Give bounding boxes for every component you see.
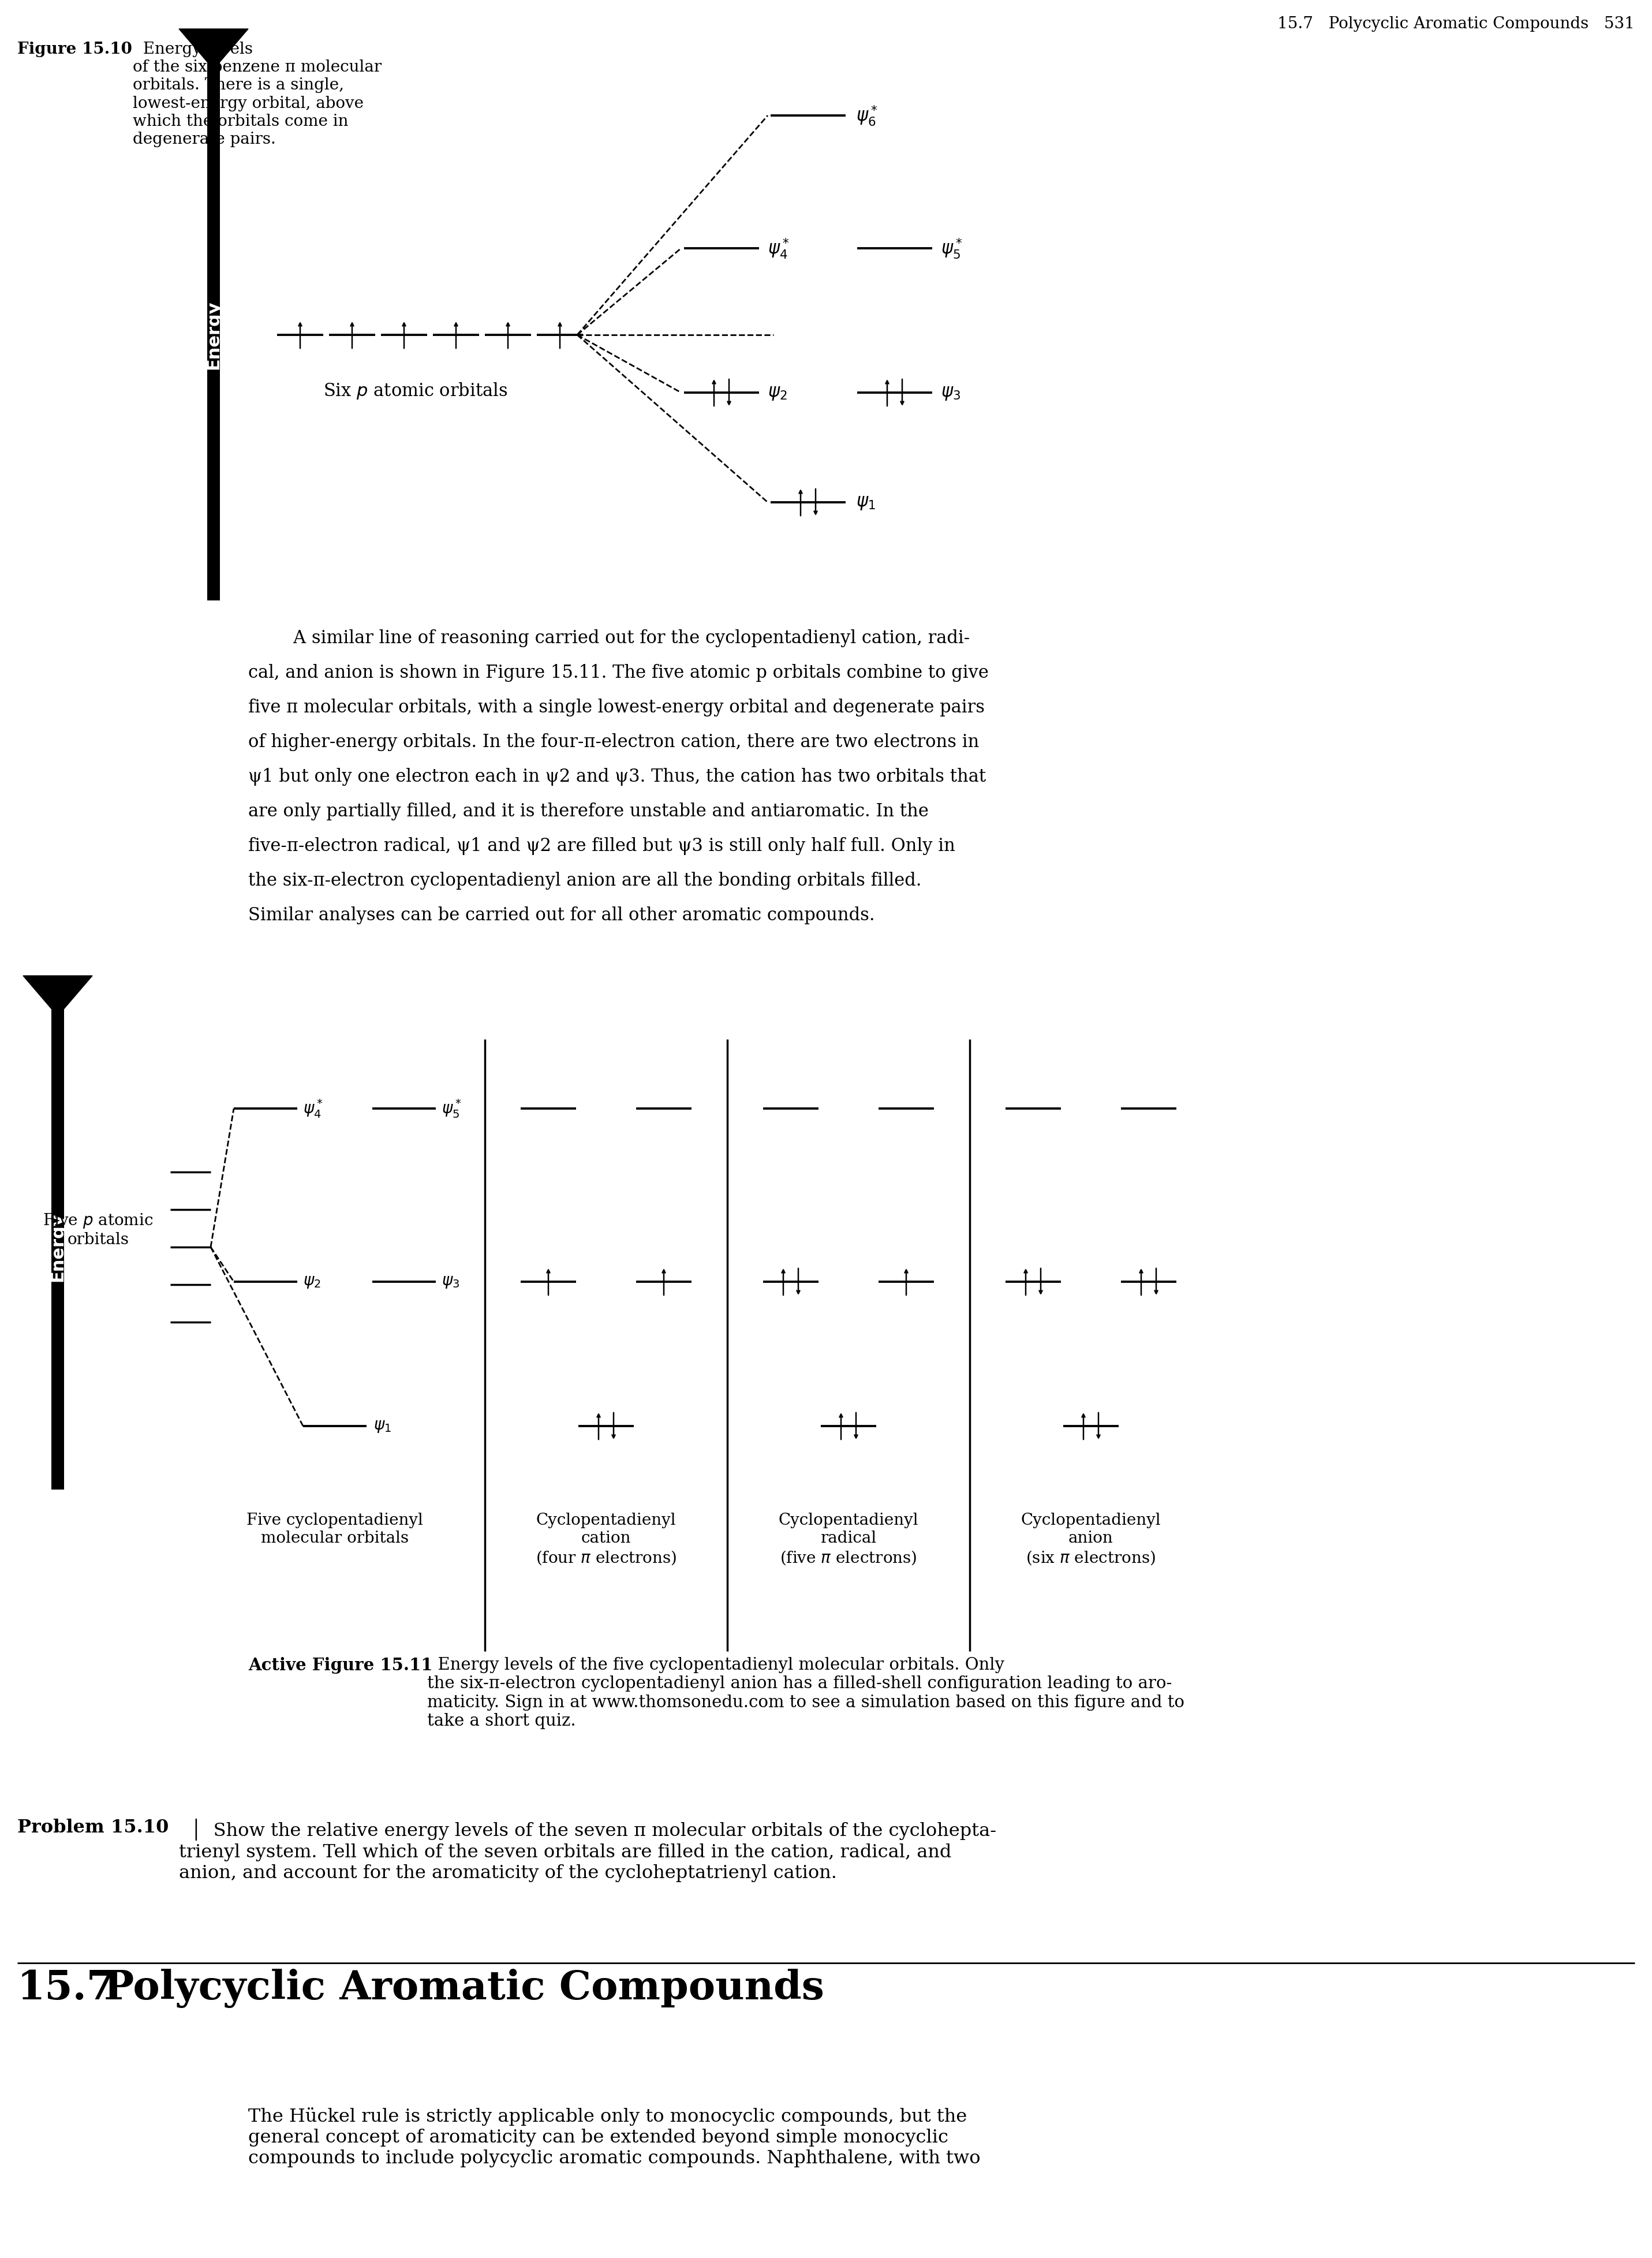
Polygon shape [178, 29, 248, 70]
Text: $\psi_5^*$: $\psi_5^*$ [942, 237, 963, 260]
Text: $\psi_6^*$: $\psi_6^*$ [856, 104, 877, 126]
Text: of higher-energy orbitals. In the four-π-electron cation, there are two electron: of higher-energy orbitals. In the four-π… [248, 734, 980, 752]
Text: Cyclopentadienyl
anion
(six $\pi$ electrons): Cyclopentadienyl anion (six $\pi$ electr… [1021, 1513, 1161, 1567]
Text: 15.7: 15.7 [17, 1969, 116, 2007]
Text: $\psi_4^*$: $\psi_4^*$ [768, 237, 790, 260]
Text: 15.7   Polycyclic Aromatic Compounds   531: 15.7 Polycyclic Aromatic Compounds 531 [1277, 16, 1635, 32]
Text: Cyclopentadienyl
cation
(four $\pi$ electrons): Cyclopentadienyl cation (four $\pi$ elec… [535, 1513, 677, 1567]
Text: Cyclopentadienyl
radical
(five $\pi$ electrons): Cyclopentadienyl radical (five $\pi$ ele… [778, 1513, 919, 1567]
Text: ψ1 but only one electron each in ψ2 and ψ3. Thus, the cation has two orbitals th: ψ1 but only one electron each in ψ2 and … [248, 768, 986, 786]
Text: five π molecular orbitals, with a single lowest-energy orbital and degenerate pa: five π molecular orbitals, with a single… [248, 698, 985, 716]
Text: Energy levels of the five cyclopentadienyl molecular orbitals. Only
the six-π-el: Energy levels of the five cyclopentadien… [428, 1657, 1184, 1730]
Text: Six $p$ atomic orbitals: Six $p$ atomic orbitals [324, 382, 507, 400]
Text: $\psi_1$: $\psi_1$ [373, 1418, 392, 1434]
Text: Polycyclic Aromatic Compounds: Polycyclic Aromatic Compounds [104, 1969, 824, 2007]
Text: Similar analyses can be carried out for all other aromatic compounds.: Similar analyses can be carried out for … [248, 905, 876, 924]
Bar [51, 975, 64, 1490]
Text: $\psi_4^*$: $\psi_4^*$ [302, 1097, 324, 1120]
Text: │  Show the relative energy levels of the seven π molecular orbitals of the cycl: │ Show the relative energy levels of the… [178, 1818, 996, 1881]
Text: Energy: Energy [50, 1213, 66, 1283]
Text: $\psi_5^*$: $\psi_5^*$ [441, 1097, 461, 1120]
Text: Figure 15.10: Figure 15.10 [17, 41, 132, 56]
Text: cal, and anion is shown in Figure 15.11. The five atomic p orbitals combine to g: cal, and anion is shown in Figure 15.11.… [248, 664, 988, 682]
Text: $\psi_3$: $\psi_3$ [942, 384, 960, 402]
Text: five-π-electron radical, ψ1 and ψ2 are filled but ψ3 is still only half full. On: five-π-electron radical, ψ1 and ψ2 are f… [248, 838, 955, 856]
Text: $\psi_2$: $\psi_2$ [302, 1274, 320, 1289]
Text: Five $p$ atomic
orbitals: Five $p$ atomic orbitals [43, 1213, 154, 1249]
Text: Energy: Energy [205, 300, 221, 370]
Text: Active Figure 15.11: Active Figure 15.11 [248, 1657, 433, 1673]
Bar [206, 29, 220, 601]
Text: The Hückel rule is strictly applicable only to monocyclic compounds, but the
gen: The Hückel rule is strictly applicable o… [248, 2107, 981, 2168]
Text: Energy levels
of the six benzene π molecular
orbitals. There is a single,
lowest: Energy levels of the six benzene π molec… [132, 41, 382, 147]
Text: Five cyclopentadienyl
molecular orbitals: Five cyclopentadienyl molecular orbitals [246, 1513, 423, 1547]
Text: $\psi_1$: $\psi_1$ [856, 492, 876, 510]
Text: Problem 15.10: Problem 15.10 [17, 1818, 169, 1836]
Polygon shape [23, 975, 93, 1016]
Text: $\psi_3$: $\psi_3$ [441, 1274, 459, 1289]
Text: A similar line of reasoning carried out for the cyclopentadienyl cation, radi-: A similar line of reasoning carried out … [248, 630, 970, 648]
Text: $\psi_2$: $\psi_2$ [768, 384, 786, 402]
Text: the six-π-electron cyclopentadienyl anion are all the bonding orbitals filled.: the six-π-electron cyclopentadienyl anio… [248, 872, 922, 890]
Text: are only partially filled, and it is therefore unstable and antiaromatic. In the: are only partially filled, and it is the… [248, 802, 928, 820]
